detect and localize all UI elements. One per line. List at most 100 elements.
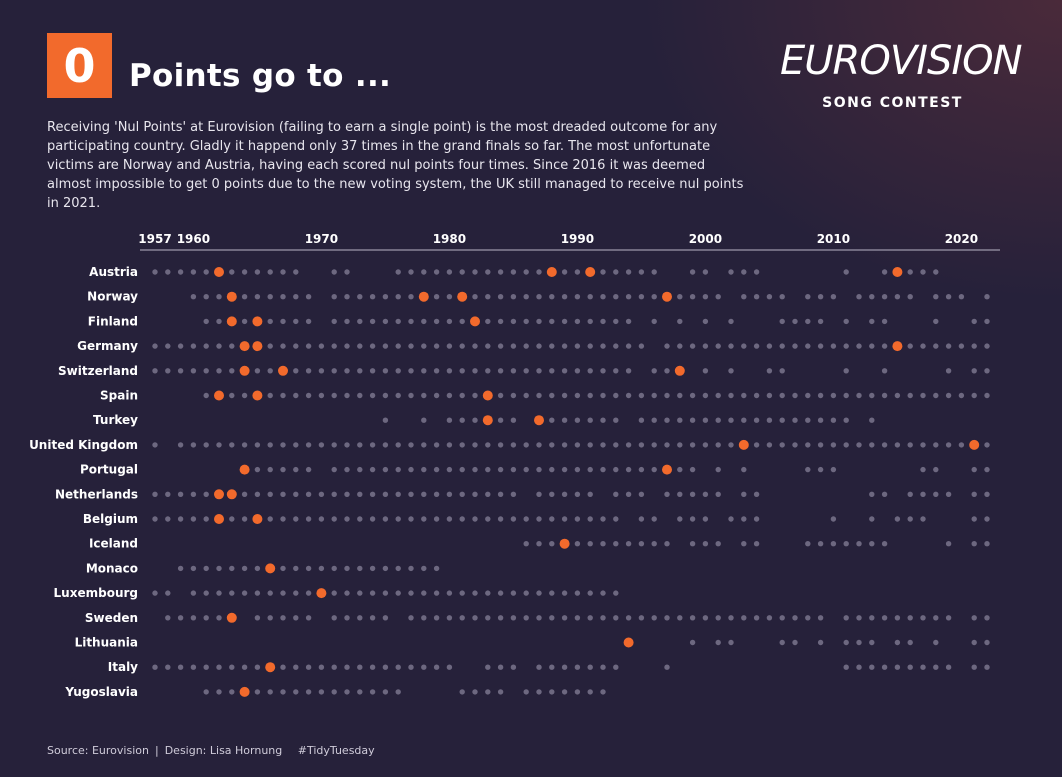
participation-dot <box>421 565 427 572</box>
participation-dot <box>369 615 376 621</box>
participation-dot <box>241 269 248 275</box>
participation-dot <box>766 615 773 621</box>
participation-dot <box>779 639 785 646</box>
participation-dot <box>600 442 606 448</box>
participation-dot <box>638 442 645 448</box>
participation-dot <box>792 639 798 646</box>
participation-dot <box>459 442 465 448</box>
participation-dot <box>651 392 657 399</box>
participation-dot <box>510 318 517 325</box>
participation-dot <box>945 343 952 349</box>
country-row: Finland <box>88 314 990 328</box>
participation-dot <box>369 689 376 695</box>
participation-dot <box>933 491 939 497</box>
participation-dot <box>792 442 798 448</box>
participation-dot <box>421 491 427 497</box>
participation-dot <box>715 294 721 300</box>
participation-dot <box>869 639 875 646</box>
participation-dot <box>421 343 427 349</box>
participation-dot <box>510 269 517 275</box>
participation-dot <box>203 294 209 300</box>
participation-dot <box>216 318 222 325</box>
participation-dot <box>190 294 197 300</box>
participation-dot <box>152 269 158 275</box>
participation-dot <box>472 689 478 695</box>
participation-dot <box>689 442 696 448</box>
footer: Source: Eurovision | Design: Lisa Hornung … <box>47 744 375 757</box>
participation-dot <box>408 269 414 275</box>
participation-dot <box>677 491 683 497</box>
participation-dot <box>395 590 401 596</box>
participation-dot <box>357 392 363 399</box>
participation-dot <box>382 442 389 448</box>
participation-dot <box>241 392 248 399</box>
participation-dot <box>510 466 517 473</box>
participation-dot <box>305 590 312 596</box>
participation-dot <box>254 565 261 572</box>
participation-dot <box>664 664 670 670</box>
country-row: Monaco <box>86 561 440 575</box>
participation-dot <box>344 318 350 325</box>
participation-dot <box>587 294 593 300</box>
participation-dot <box>741 343 747 349</box>
participation-dot <box>459 615 465 621</box>
participation-dot <box>958 442 965 448</box>
participation-dot <box>971 516 977 522</box>
x-tick-label: 2020 <box>945 232 978 246</box>
participation-dot <box>344 343 350 349</box>
nul-points-dot <box>623 637 634 648</box>
participation-dot <box>293 689 299 695</box>
participation-dot <box>497 392 504 399</box>
participation-dot <box>459 343 465 349</box>
participation-dot <box>907 392 913 399</box>
participation-dot <box>305 689 312 695</box>
footer-source: Source: Eurovision <box>47 744 149 757</box>
participation-dot <box>638 269 645 275</box>
participation-dot <box>600 541 606 547</box>
participation-dot <box>293 516 299 522</box>
participation-dot <box>254 442 261 448</box>
nul-points-dot <box>892 267 903 277</box>
participation-dot <box>613 442 619 448</box>
participation-dot <box>613 417 619 423</box>
participation-dot <box>216 615 222 621</box>
participation-dot <box>305 516 312 522</box>
participation-dot <box>856 343 862 349</box>
participation-dot <box>945 442 952 448</box>
participation-dot <box>459 590 465 596</box>
participation-dot <box>984 516 990 522</box>
participation-dot <box>753 294 760 300</box>
participation-dot <box>280 442 286 448</box>
participation-dot <box>523 294 529 300</box>
participation-dot <box>177 368 184 374</box>
participation-dot <box>843 615 849 621</box>
participation-dot <box>664 343 670 349</box>
participation-dot <box>510 368 517 374</box>
participation-dot <box>216 343 222 349</box>
participation-dot <box>561 269 568 275</box>
participation-dot <box>881 392 888 399</box>
participation-dot <box>894 442 901 448</box>
participation-dot <box>203 689 209 695</box>
participation-dot <box>741 516 747 522</box>
participation-dot <box>369 590 376 596</box>
participation-dot <box>689 466 696 473</box>
footer-tag: #TidyTuesday <box>297 744 375 757</box>
participation-dot <box>933 664 939 670</box>
country-row: United Kingdom <box>29 438 990 452</box>
participation-dot <box>677 392 683 399</box>
participation-dot <box>331 318 337 325</box>
participation-dot <box>971 541 977 547</box>
participation-dot <box>613 516 619 522</box>
participation-dot <box>689 343 696 349</box>
participation-dot <box>894 392 901 399</box>
country-label: Germany <box>77 339 138 353</box>
participation-dot <box>677 442 683 448</box>
participation-dot <box>408 318 414 325</box>
participation-dot <box>331 442 337 448</box>
participation-dot <box>600 417 606 423</box>
participation-dot <box>984 541 990 547</box>
participation-dot <box>651 615 657 621</box>
participation-dot <box>241 590 248 596</box>
participation-dot <box>984 318 990 325</box>
